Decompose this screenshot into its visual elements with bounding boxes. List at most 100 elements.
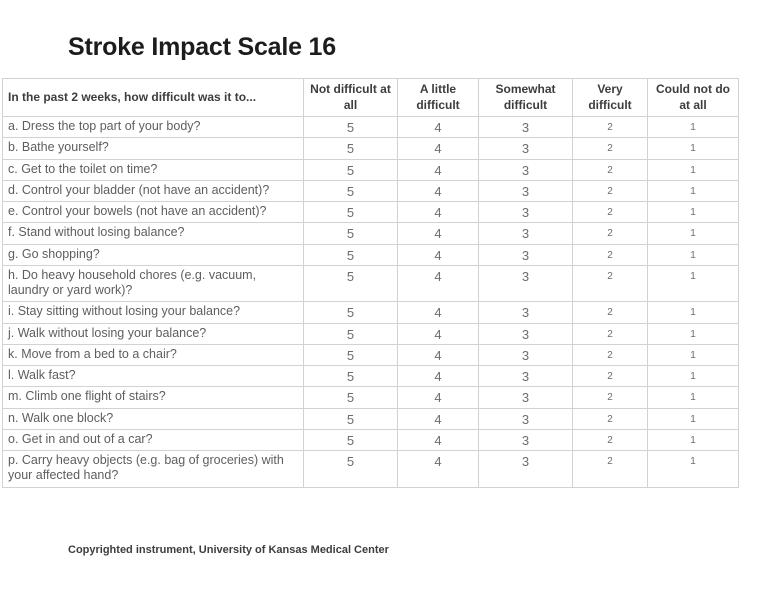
rating-cell: 3 (478, 386, 573, 409)
rating-cell: 1 (647, 343, 739, 367)
rating-cell: 3 (478, 116, 573, 139)
rating-cell: 4 (397, 264, 479, 303)
rating-cell: 1 (647, 116, 739, 139)
rating-cell: 1 (647, 428, 739, 452)
rating-cell: 4 (397, 343, 479, 367)
rating-cell: 2 (572, 137, 648, 160)
table-row: m. Climb one flight of stairs? 5 4 3 2 1 (2, 386, 739, 409)
rating-cell: 3 (478, 428, 573, 452)
header-option-somewhat-difficult: Somewhat difficult (478, 77, 573, 118)
rating-cell: 2 (572, 322, 648, 345)
rating-cell: 5 (303, 407, 398, 430)
question-cell: n. Walk one block? (2, 407, 304, 430)
rating-cell: 2 (572, 365, 648, 388)
rating-cell: 3 (478, 201, 573, 224)
rating-cell: 1 (647, 243, 739, 266)
question-cell: d. Control your bladder (not have an acc… (2, 179, 304, 203)
table-row: l. Walk fast? 5 4 3 2 1 (2, 365, 739, 388)
rating-cell: 1 (647, 322, 739, 345)
rating-cell: 4 (397, 179, 479, 203)
rating-cell: 4 (397, 222, 479, 245)
question-cell: c. Get to the toilet on time? (2, 158, 304, 181)
rating-cell: 4 (397, 158, 479, 181)
table-row: c. Get to the toilet on time? 5 4 3 2 1 (2, 158, 739, 181)
rating-cell: 5 (303, 264, 398, 303)
question-cell: o. Get in and out of a car? (2, 428, 304, 452)
table-row: e. Control your bowels (not have an acci… (2, 201, 739, 224)
rating-cell: 5 (303, 179, 398, 203)
rating-cell: 3 (478, 301, 573, 324)
rating-cell: 5 (303, 428, 398, 452)
rating-cell: 1 (647, 137, 739, 160)
table-row: b. Bathe yourself? 5 4 3 2 1 (2, 137, 739, 160)
rating-cell: 2 (572, 386, 648, 409)
rating-cell: 5 (303, 137, 398, 160)
question-cell: g. Go shopping? (2, 243, 304, 266)
stroke-impact-scale-table: In the past 2 weeks, how difficult was i… (2, 77, 739, 488)
rating-cell: 4 (397, 322, 479, 345)
question-cell: l. Walk fast? (2, 365, 304, 388)
question-rows: a. Dress the top part of your body? 5 4 3 2 1… (2, 116, 739, 488)
rating-cell: 1 (647, 158, 739, 181)
rating-cell: 4 (397, 386, 479, 409)
rating-cell: 2 (572, 158, 648, 181)
header-option-very-difficult: Very difficult (572, 77, 648, 118)
rating-cell: 3 (478, 243, 573, 266)
rating-cell: 4 (397, 365, 479, 388)
rating-cell: 4 (397, 450, 479, 488)
rating-cell: 2 (572, 243, 648, 266)
rating-cell: 3 (478, 179, 573, 203)
rating-cell: 3 (478, 450, 573, 488)
rating-cell: 2 (572, 301, 648, 324)
rating-cell: 1 (647, 386, 739, 409)
rating-cell: 5 (303, 343, 398, 367)
rating-cell: 3 (478, 343, 573, 367)
table-row: h. Do heavy household chores (e.g. vacuu… (2, 264, 739, 303)
rating-cell: 3 (478, 322, 573, 345)
rating-cell: 3 (478, 222, 573, 245)
table-row: f. Stand without losing balance? 5 4 3 2 1 (2, 222, 739, 245)
header-option-a-little-difficult: A little difficult (397, 77, 479, 118)
question-cell: j. Walk without losing your balance? (2, 322, 304, 345)
copyright-note: Copyrighted instrument, University of Ka… (68, 544, 389, 556)
rating-cell: 2 (572, 179, 648, 203)
table-row: o. Get in and out of a car? 5 4 3 2 1 (2, 428, 739, 452)
rating-cell: 2 (572, 450, 648, 488)
question-cell: h. Do heavy household chores (e.g. vacuu… (2, 264, 304, 303)
rating-cell: 1 (647, 264, 739, 303)
rating-cell: 2 (572, 201, 648, 224)
rating-cell: 3 (478, 158, 573, 181)
question-cell: i. Stay sitting without losing your bala… (2, 301, 304, 324)
rating-cell: 5 (303, 322, 398, 345)
rating-cell: 4 (397, 137, 479, 160)
rating-cell: 4 (397, 201, 479, 224)
table-row: k. Move from a bed to a chair? 5 4 3 2 1 (2, 343, 739, 367)
table-row: n. Walk one block? 5 4 3 2 1 (2, 407, 739, 430)
rating-cell: 3 (478, 264, 573, 303)
rating-cell: 4 (397, 301, 479, 324)
rating-cell: 2 (572, 116, 648, 139)
question-cell: m. Climb one flight of stairs? (2, 386, 304, 409)
rating-cell: 3 (478, 407, 573, 430)
rating-cell: 2 (572, 264, 648, 303)
header-question-label: In the past 2 weeks, how difficult was i… (2, 77, 304, 118)
question-cell: k. Move from a bed to a chair? (2, 343, 304, 367)
table-header: In the past 2 weeks, how difficult was i… (2, 77, 739, 118)
question-cell: e. Control your bowels (not have an acci… (2, 201, 304, 224)
rating-cell: 5 (303, 386, 398, 409)
rating-cell: 1 (647, 407, 739, 430)
rating-cell: 5 (303, 116, 398, 139)
page-title: Stroke Impact Scale 16 (68, 33, 336, 61)
rating-cell: 1 (647, 365, 739, 388)
header-option-could-not-do: Could not do at all (647, 77, 739, 118)
question-cell: b. Bathe yourself? (2, 137, 304, 160)
question-cell: a. Dress the top part of your body? (2, 116, 304, 139)
header-row: In the past 2 weeks, how difficult was i… (2, 77, 739, 118)
table-row: p. Carry heavy objects (e.g. bag of groc… (2, 450, 739, 488)
rating-cell: 4 (397, 428, 479, 452)
rating-cell: 5 (303, 450, 398, 488)
question-cell: f. Stand without losing balance? (2, 222, 304, 245)
rating-cell: 3 (478, 365, 573, 388)
table-row: g. Go shopping? 5 4 3 2 1 (2, 243, 739, 266)
rating-cell: 5 (303, 243, 398, 266)
